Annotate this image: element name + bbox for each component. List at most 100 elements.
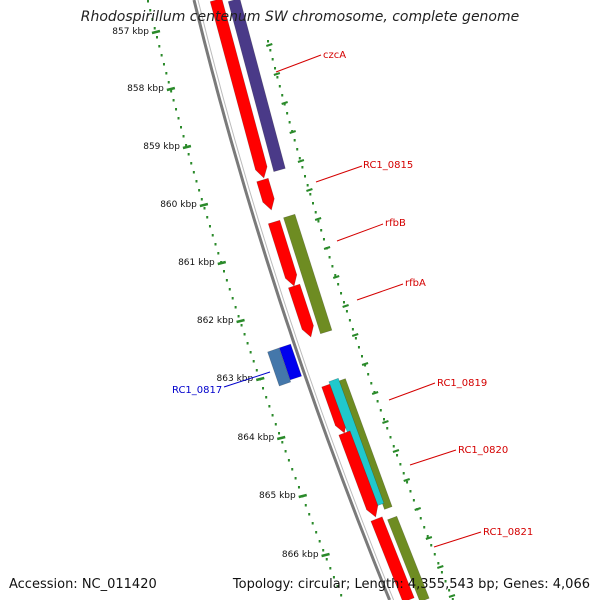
tick-track-dot xyxy=(180,126,183,129)
tick-track-dot xyxy=(249,351,252,354)
tick-track-dot xyxy=(336,585,339,588)
gene-label-leader xyxy=(315,165,363,183)
kbp-minor-tick xyxy=(342,304,349,308)
tick-track-dot xyxy=(348,319,351,322)
tick-track-dot xyxy=(396,454,399,457)
kbp-label: 864 kbp xyxy=(238,433,275,443)
gene-label-leader xyxy=(388,382,436,401)
tick-track-dot xyxy=(267,40,270,43)
tick-track-dot xyxy=(329,567,332,570)
tick-track-dot xyxy=(217,252,220,255)
kbp-minor-tick xyxy=(289,130,297,134)
gene-label-RC1_0815[interactable]: RC1_0815 xyxy=(363,160,413,171)
gene-label-RC1_0820[interactable]: RC1_0820 xyxy=(458,445,508,456)
tick-track-dot xyxy=(426,535,429,538)
tick-track-dot xyxy=(155,36,158,39)
kbp-minor-tick xyxy=(392,449,400,453)
gene-RC1_0821-track-feature[interactable] xyxy=(387,515,430,600)
tick-track-dot xyxy=(271,414,274,417)
kbp-major-tick xyxy=(217,260,227,266)
tick-track-dot xyxy=(286,112,289,115)
tick-track-dot xyxy=(315,531,318,534)
tick-track-dot xyxy=(211,234,214,237)
kbp-minor-tick xyxy=(314,217,322,221)
tick-track-dot xyxy=(206,216,209,219)
gene-label-RC1_0821[interactable]: RC1_0821 xyxy=(483,527,533,538)
tick-track-dot xyxy=(345,310,348,313)
tick-track-dot xyxy=(430,544,433,547)
tick-track-dot xyxy=(342,301,345,304)
tick-track-dot xyxy=(294,477,297,480)
kbp-major-tick xyxy=(321,552,330,558)
tick-track-dot xyxy=(149,9,152,12)
gene-RC1_0817-adjacent-feature[interactable] xyxy=(278,343,302,381)
tick-track-dot xyxy=(402,472,405,475)
tick-track-dot xyxy=(231,297,234,300)
gene-czcA-feature[interactable] xyxy=(209,0,268,179)
tick-track-dot xyxy=(451,598,454,600)
tick-track-dot xyxy=(228,288,231,291)
tick-track-dot xyxy=(376,400,379,403)
tick-track-dot xyxy=(311,522,314,525)
tick-track-dot xyxy=(288,121,291,124)
gene-label-leader xyxy=(223,371,271,388)
accession-text: Accession: NC_011420 xyxy=(9,577,157,592)
gene-label-leader xyxy=(275,54,322,73)
gene-label-rfbA[interactable]: rfbA xyxy=(405,278,426,289)
tick-track-dot xyxy=(198,189,201,192)
tick-track-dot xyxy=(177,117,180,120)
gene-RC1_0820-feature[interactable] xyxy=(338,430,379,518)
gene-label-RC1_0817[interactable]: RC1_0817 xyxy=(172,385,222,396)
kbp-label: 860 kbp xyxy=(160,200,197,210)
kbp-major-tick xyxy=(298,493,308,499)
tick-track-dot xyxy=(283,103,286,106)
tick-track-dot xyxy=(304,504,307,507)
tick-track-dot xyxy=(269,49,272,52)
kbp-minor-tick xyxy=(297,159,305,163)
tick-track-dot xyxy=(165,72,168,75)
tick-track-dot xyxy=(271,58,274,61)
gene-RC1_0821-feature[interactable] xyxy=(370,516,415,600)
gene-label-leader xyxy=(409,449,457,466)
tick-track-dot xyxy=(412,499,415,502)
gene-RC1_0815-feature[interactable] xyxy=(256,177,275,211)
tick-track-dot xyxy=(322,549,325,552)
tick-track-dot xyxy=(399,463,402,466)
tick-track-dot xyxy=(340,292,343,295)
kbp-label: 859 kbp xyxy=(143,142,180,152)
kbp-minor-tick xyxy=(382,420,389,424)
tick-track-dot xyxy=(284,450,287,453)
gene-rfbB-feature[interactable] xyxy=(267,219,298,287)
tick-track-dot xyxy=(287,459,290,462)
tick-track-dot xyxy=(278,85,281,88)
tick-track-dot xyxy=(337,283,340,286)
tick-track-dot xyxy=(252,360,255,363)
tick-track-dot xyxy=(153,27,156,30)
kbp-label: 865 kbp xyxy=(259,491,296,501)
gene-RC1_0819-cyan-feature[interactable] xyxy=(328,377,385,508)
tick-track-dot xyxy=(147,0,149,3)
gene-label-czcA[interactable]: czcA xyxy=(323,50,346,61)
tick-track-dot xyxy=(203,207,206,210)
kbp-minor-tick xyxy=(351,333,359,337)
gene-label-leader xyxy=(336,223,384,242)
tick-track-dot xyxy=(448,589,451,592)
gene-RC1_0817-feature[interactable] xyxy=(267,347,292,387)
tick-track-dot xyxy=(222,270,225,273)
tick-track-dot xyxy=(386,427,389,430)
gene-rfbA-feature[interactable] xyxy=(288,283,314,338)
tick-track-dot xyxy=(308,513,311,516)
tick-track-dot xyxy=(182,135,185,138)
gene-czcA-track-feature[interactable] xyxy=(227,0,286,172)
tick-track-dot xyxy=(151,18,154,21)
tick-track-dot xyxy=(208,225,211,228)
tick-track-dot xyxy=(214,243,217,246)
tick-track-dot xyxy=(190,162,193,165)
tick-track-dot xyxy=(382,418,385,421)
tick-track-dot xyxy=(360,355,363,358)
tick-track-dot xyxy=(406,481,409,484)
gene-rfbB-track-feature[interactable] xyxy=(283,213,333,335)
gene-label-RC1_0819[interactable]: RC1_0819 xyxy=(437,378,487,389)
gene-label-rfbB[interactable]: rfbB xyxy=(385,218,406,229)
